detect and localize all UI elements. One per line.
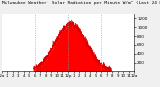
Text: Milwaukee Weather  Solar Radiation per Minute W/m² (Last 24 Hours): Milwaukee Weather Solar Radiation per Mi… [2,1,160,5]
